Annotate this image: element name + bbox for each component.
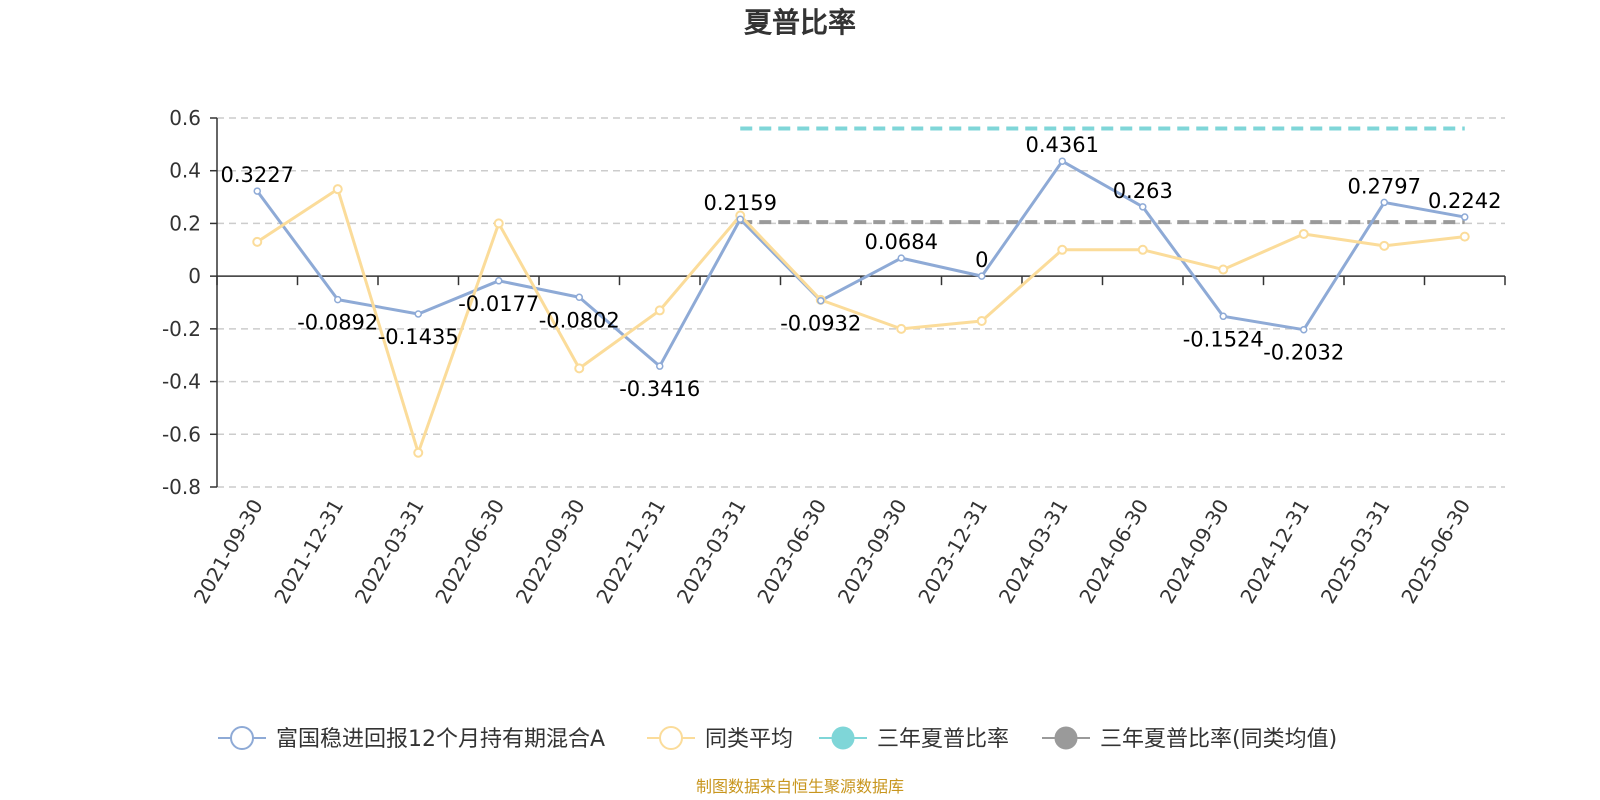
data-label: 0.2797 (1348, 174, 1421, 198)
fund-point (1058, 157, 1066, 165)
legend-item-3[interactable]: 三年夏普比率(同类均值) (1042, 726, 1337, 752)
peer-point (1298, 228, 1309, 239)
peer-point (252, 236, 263, 247)
fund-point (1300, 325, 1308, 334)
fund-point (656, 362, 664, 370)
x-tick-label: 2024-09-30 (1155, 495, 1234, 608)
data-label: -0.0932 (780, 312, 861, 336)
peer-point (574, 363, 585, 374)
legend-label: 三年夏普比率 (877, 727, 1009, 752)
data-label: 0.2159 (704, 191, 777, 215)
peer-point (1218, 264, 1229, 275)
peer-point (1137, 244, 1148, 255)
y-tick-label: -0.4 (162, 370, 201, 394)
y-tick-label: -0.8 (162, 475, 201, 499)
fund-point (414, 310, 422, 318)
data-label: -0.2032 (1263, 341, 1344, 365)
peer-point (1459, 231, 1470, 242)
data-label: -0.1435 (378, 325, 459, 349)
fund-point (495, 277, 503, 285)
x-tick-label: 2023-12-31 (913, 495, 992, 608)
y-tick-label: 0 (188, 264, 201, 288)
x-tick-label: 2023-09-30 (833, 495, 912, 608)
x-tick-label: 2022-12-31 (591, 495, 670, 608)
x-tick-label: 2025-03-31 (1316, 495, 1395, 608)
legend-label: 同类平均 (705, 727, 793, 752)
y-tick-label: -0.6 (162, 422, 201, 446)
peer-point (1057, 244, 1068, 255)
fund-point (1219, 312, 1227, 321)
fund-point (1139, 203, 1147, 211)
reference-lines (740, 126, 1465, 225)
fund-point (817, 296, 825, 305)
peer-point (654, 305, 665, 316)
data-labels: 0.3227 -0.0892-0.1435 -0.0177-0.0802 -0.341… (221, 133, 1502, 401)
x-tick-label: 2024-06-30 (1074, 495, 1153, 608)
data-label: 0.263 (1113, 179, 1173, 203)
fund-point (334, 295, 342, 304)
y-tick-label: 0.4 (169, 159, 201, 183)
data-label: -0.1524 (1183, 327, 1264, 351)
fund-point (575, 293, 583, 302)
peer-point (1379, 240, 1390, 251)
peer-point (493, 218, 504, 229)
series-line-1 (256, 187, 1465, 455)
grid-lines (217, 117, 1505, 488)
x-tick-label: 2022-06-30 (430, 495, 509, 608)
source-note: 制图数据来自恒生聚源数据库 (696, 777, 904, 796)
series-lines (252, 157, 1470, 458)
x-tick-label: 2024-03-31 (994, 495, 1073, 608)
x-tick-label: 2025-06-30 (1396, 495, 1475, 608)
y-tick-label: 0.2 (169, 211, 201, 235)
series-line-0 (256, 159, 1466, 368)
peer-point (413, 447, 424, 458)
x-tick-label: 2023-03-31 (672, 495, 751, 608)
legend-item-0[interactable]: 富国稳进回报12个月持有期混合A (218, 726, 605, 752)
data-label: -0.0177 (458, 292, 539, 316)
legend-label: 三年夏普比率(同类均值) (1100, 727, 1337, 752)
data-label: -0.3416 (619, 377, 700, 401)
data-label: -0.0892 (297, 311, 378, 335)
fund-point (897, 254, 905, 262)
fund-point (253, 187, 261, 195)
x-tick-label: 2021-12-31 (269, 495, 348, 608)
x-tick-label: 2022-09-30 (511, 495, 590, 608)
y-tick-label: -0.2 (162, 317, 201, 341)
data-label: 0 (975, 248, 988, 272)
fund-point (736, 215, 744, 223)
data-label: -0.0802 (539, 308, 620, 332)
data-label: 0.0684 (865, 230, 938, 254)
fund-point (1461, 213, 1469, 221)
fund-point (1380, 198, 1388, 207)
x-tick-label: 2024-12-31 (1235, 495, 1314, 608)
legend-item-1[interactable]: 同类平均 (647, 726, 793, 752)
data-label: 0.3227 (221, 163, 294, 187)
legend-marker (659, 726, 683, 750)
data-label: 0.4361 (1026, 133, 1099, 157)
x-tick-label: 2022-03-31 (350, 495, 429, 608)
peer-point (332, 184, 343, 195)
peer-point (896, 323, 907, 334)
x-tick-label: 2023-06-30 (752, 495, 831, 608)
legend[interactable]: 富国稳进回报12个月持有期混合A 同类平均 三年夏普比率 三年夏普比率(同类均值) (218, 726, 1337, 752)
fund-point (978, 272, 986, 280)
x-tick-label: 2021-09-30 (189, 495, 268, 608)
chart-title: 夏普比率 (744, 6, 856, 39)
legend-marker (230, 726, 254, 750)
data-label: 0.2242 (1428, 189, 1501, 213)
y-tick-label: 0.6 (169, 106, 201, 130)
legend-item-2[interactable]: 三年夏普比率 (819, 726, 1009, 752)
legend-label: 富国稳进回报12个月持有期混合A (276, 727, 605, 752)
legend-marker (1054, 726, 1078, 750)
legend-marker (831, 726, 855, 750)
peer-point (976, 315, 987, 326)
